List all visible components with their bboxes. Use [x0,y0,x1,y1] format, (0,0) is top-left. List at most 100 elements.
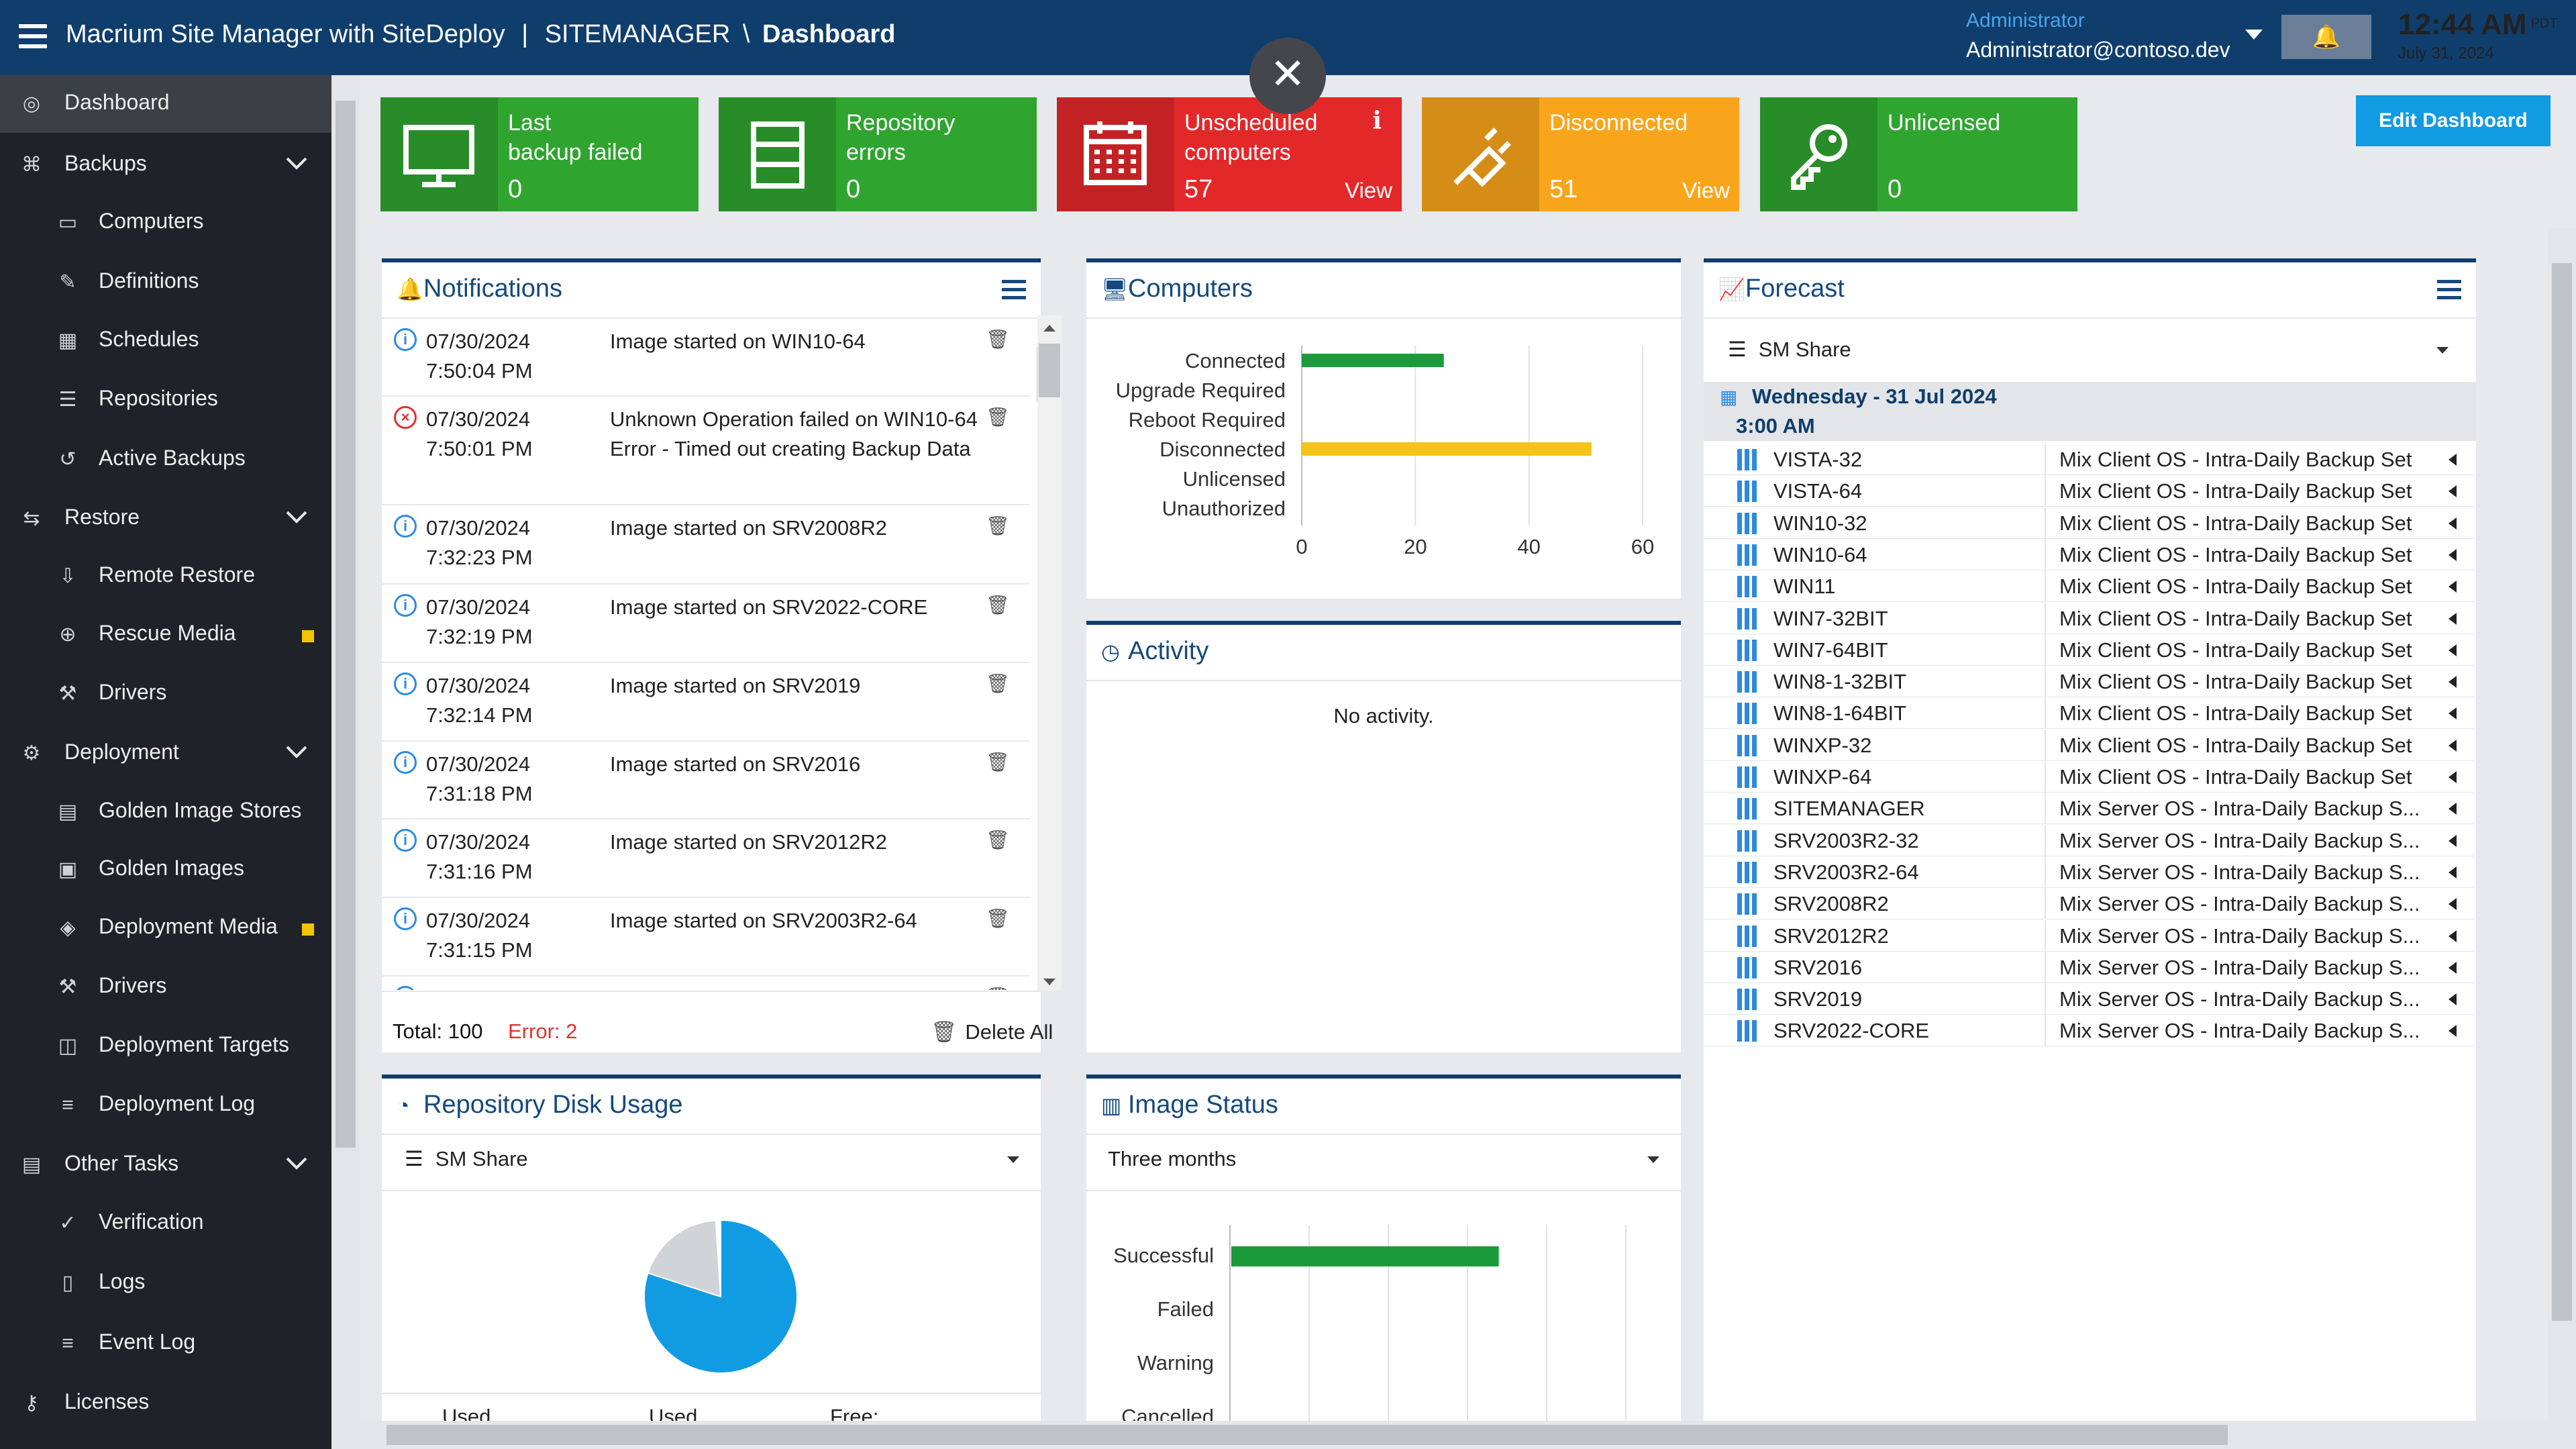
trash-icon[interactable]: 🗑 [986,515,1010,536]
tile-calendar[interactable]: Unscheduled computers 57 View i [1057,97,1402,211]
forecast-row[interactable]: WIN10-32 Mix Client OS - Intra-Daily Back… [1704,507,2474,539]
breadcrumb-site[interactable]: SITEMANAGER [544,20,731,48]
sidebar-item-schedules[interactable]: ▦ Schedules [0,312,331,370]
forecast-row[interactable]: SITEMANAGER Mix Server OS - Intra-Daily B… [1704,793,2474,825]
expand-left-icon[interactable] [2449,961,2457,974]
notification-row[interactable]: × 07/30/2024 7:50:01 PM Unknown Operation f… [382,397,1030,505]
tile-storage[interactable]: Repository errors 0 [719,97,1037,211]
user-dropdown-icon[interactable] [2245,30,2263,40]
notification-row[interactable]: i 07/30/2024 7:32:14 PM Image started on SR… [382,663,1030,742]
forecast-row[interactable]: WIN8-1-32BIT Mix Client OS - Intra-Daily … [1704,666,2474,698]
forecast-row[interactable]: WIN11 Mix Client OS - Intra-Daily Backup … [1704,570,2474,603]
expand-left-icon[interactable] [2449,866,2457,879]
sidebar-item-golden-image-stores[interactable]: ▤ Golden Image Stores [0,783,331,841]
sidebar-item-deployment-targets[interactable]: ◫ Deployment Targets [0,1017,331,1075]
main-vertical-scrollbar-thumb[interactable] [2552,263,2572,1321]
sidebar-item-event-log[interactable]: ≡ Event Log [0,1315,331,1372]
forecast-row[interactable]: SRV2003R2-64 Mix Server OS - Intra-Daily … [1704,856,2474,888]
forecast-row[interactable]: WIN7-64BIT Mix Client OS - Intra-Daily Ba… [1704,634,2474,666]
notifications-scrollbar-thumb[interactable] [1039,344,1060,397]
sidebar-item-dashboard[interactable]: ◎ Dashboard [0,75,331,133]
tile-key[interactable]: Unlicensed 0 [1760,97,2077,211]
sidebar-item-logs[interactable]: ▯ Logs [0,1254,331,1312]
forecast-row[interactable]: SRV2019 Mix Server OS - Intra-Daily Backu… [1704,983,2474,1015]
tile-view-link[interactable]: View [1682,178,1730,203]
sidebar-item-deployment-drivers[interactable]: ⚒ Drivers [0,958,331,1016]
scroll-up-icon[interactable] [1043,325,1055,332]
expand-left-icon[interactable] [2449,834,2457,847]
notifications-bell-button[interactable]: 🔔 [2281,15,2371,59]
expand-left-icon[interactable] [2449,707,2457,720]
expand-left-icon[interactable] [2449,898,2457,911]
sidebar-item-computers[interactable]: ▭ Computers [0,194,331,252]
trash-icon[interactable]: 🗑 [986,595,1010,615]
forecast-row[interactable]: VISTA-64 Mix Client OS - Intra-Daily Back… [1704,475,2474,507]
bar-disconnected[interactable] [1302,442,1592,456]
trash-icon[interactable]: 🗑 [986,830,1010,850]
expand-left-icon[interactable] [2449,485,2457,498]
pie-slice[interactable] [643,1219,798,1374]
forecast-row[interactable]: SRV2016 Mix Server OS - Intra-Daily Backu… [1704,951,2474,983]
trash-icon[interactable]: 🗑 [986,407,1010,428]
image-status-range-select[interactable]: Three months [1108,1147,1665,1181]
forecast-row[interactable]: VISTA-32 Mix Client OS - Intra-Daily Back… [1704,444,2474,475]
expand-left-icon[interactable] [2449,771,2457,783]
sidebar-item-deployment-log[interactable]: ≡ Deployment Log [0,1077,331,1134]
sidebar-item-definitions[interactable]: ✎ Definitions [0,254,331,311]
sidebar-item-remote-restore[interactable]: ⇩ Remote Restore [0,548,331,605]
sidebar-item-repositories[interactable]: ☰ Repositories [0,371,331,429]
forecast-row[interactable]: SRV2022-CORE Mix Server OS - Intra-Daily … [1704,1015,2474,1047]
forecast-row[interactable]: WIN7-32BIT Mix Client OS - Intra-Daily Ba… [1704,602,2474,634]
edit-dashboard-button[interactable]: Edit Dashboard [2356,95,2551,146]
sidebar-item-other-tasks[interactable]: ▤ Other Tasks [0,1136,331,1194]
bar-successful[interactable] [1231,1246,1499,1266]
hamburger-menu-icon[interactable] [19,24,47,48]
expand-left-icon[interactable] [2449,1025,2457,1038]
sidebar-item-drivers[interactable]: ⚒ Drivers [0,665,331,723]
notifications-list[interactable]: i 07/30/2024 7:50:04 PM Image started on WI… [382,319,1041,990]
expand-left-icon[interactable] [2449,517,2457,530]
pie-slice[interactable] [715,1219,721,1297]
expand-left-icon[interactable] [2449,454,2457,466]
forecast-row[interactable]: SRV2012R2 Mix Server OS - Intra-Daily Bac… [1704,919,2474,952]
trash-icon[interactable]: 🗑 [986,986,1010,990]
tile-view-link[interactable]: View [1345,178,1392,203]
forecast-list[interactable]: VISTA-32 Mix Client OS - Intra-Daily Back… [1704,444,2476,1048]
forecast-row[interactable]: WINXP-64 Mix Client OS - Intra-Daily Back… [1704,761,2474,793]
expand-left-icon[interactable] [2449,644,2457,656]
forecast-row[interactable]: WIN8-1-64BIT Mix Client OS - Intra-Daily … [1704,697,2474,730]
forecast-row[interactable]: SRV2003R2-32 Mix Server OS - Intra-Daily … [1704,824,2474,856]
user-role[interactable]: Administrator [1966,9,2085,32]
notification-row[interactable]: i 07/30/2024 Image started on SITEMANAGER🗑 [382,977,1030,990]
expand-left-icon[interactable] [2449,930,2457,942]
expand-left-icon[interactable] [2449,803,2457,815]
notifications-scrollbar-track[interactable] [1037,315,1062,991]
expand-left-icon[interactable] [2449,676,2457,689]
repo-disk-repository-select[interactable]: ☰ SM Share [405,1147,1022,1181]
notifications-menu-icon[interactable] [1002,280,1026,300]
expand-left-icon[interactable] [2449,581,2457,593]
forecast-menu-icon[interactable] [2437,280,2461,300]
trash-icon[interactable]: 🗑 [986,752,1010,772]
notification-row[interactable]: i 07/30/2024 7:31:18 PM Image started on SR… [382,742,1030,819]
tile-monitor[interactable]: Last backup failed 0 [380,97,699,211]
chevron-down-icon[interactable] [285,151,309,175]
sidebar-item-restore[interactable]: ⇆ Restore [0,490,331,548]
trash-icon[interactable]: 🗑 [986,329,1010,350]
sidebar-item-active-backups[interactable]: ↺ Active Backups [0,431,331,489]
chevron-down-icon[interactable] [285,1151,309,1175]
notification-row[interactable]: i 07/30/2024 7:31:15 PM Image started on SR… [382,898,1030,977]
chevron-down-icon[interactable] [285,740,309,764]
expand-left-icon[interactable] [2449,548,2457,561]
trash-icon[interactable]: 🗑 [986,908,1010,929]
forecast-row[interactable]: WIN10-64 Mix Client OS - Intra-Daily Back… [1704,538,2474,570]
expand-left-icon[interactable] [2449,993,2457,1006]
expand-left-icon[interactable] [2449,739,2457,752]
forecast-row[interactable]: SRV2008R2 Mix Server OS - Intra-Daily Bac… [1704,888,2474,920]
info-icon[interactable]: i [1372,107,1382,135]
notification-row[interactable]: i 07/30/2024 7:50:04 PM Image started on WI… [382,319,1030,397]
notification-row[interactable]: i 07/30/2024 7:31:16 PM Image started on SR… [382,819,1030,898]
trash-icon[interactable]: 🗑 [986,673,1010,694]
forecast-repository-select[interactable]: ☰ SM Share [1728,338,2459,371]
sidebar-scrollbar-thumb[interactable] [336,101,356,1148]
